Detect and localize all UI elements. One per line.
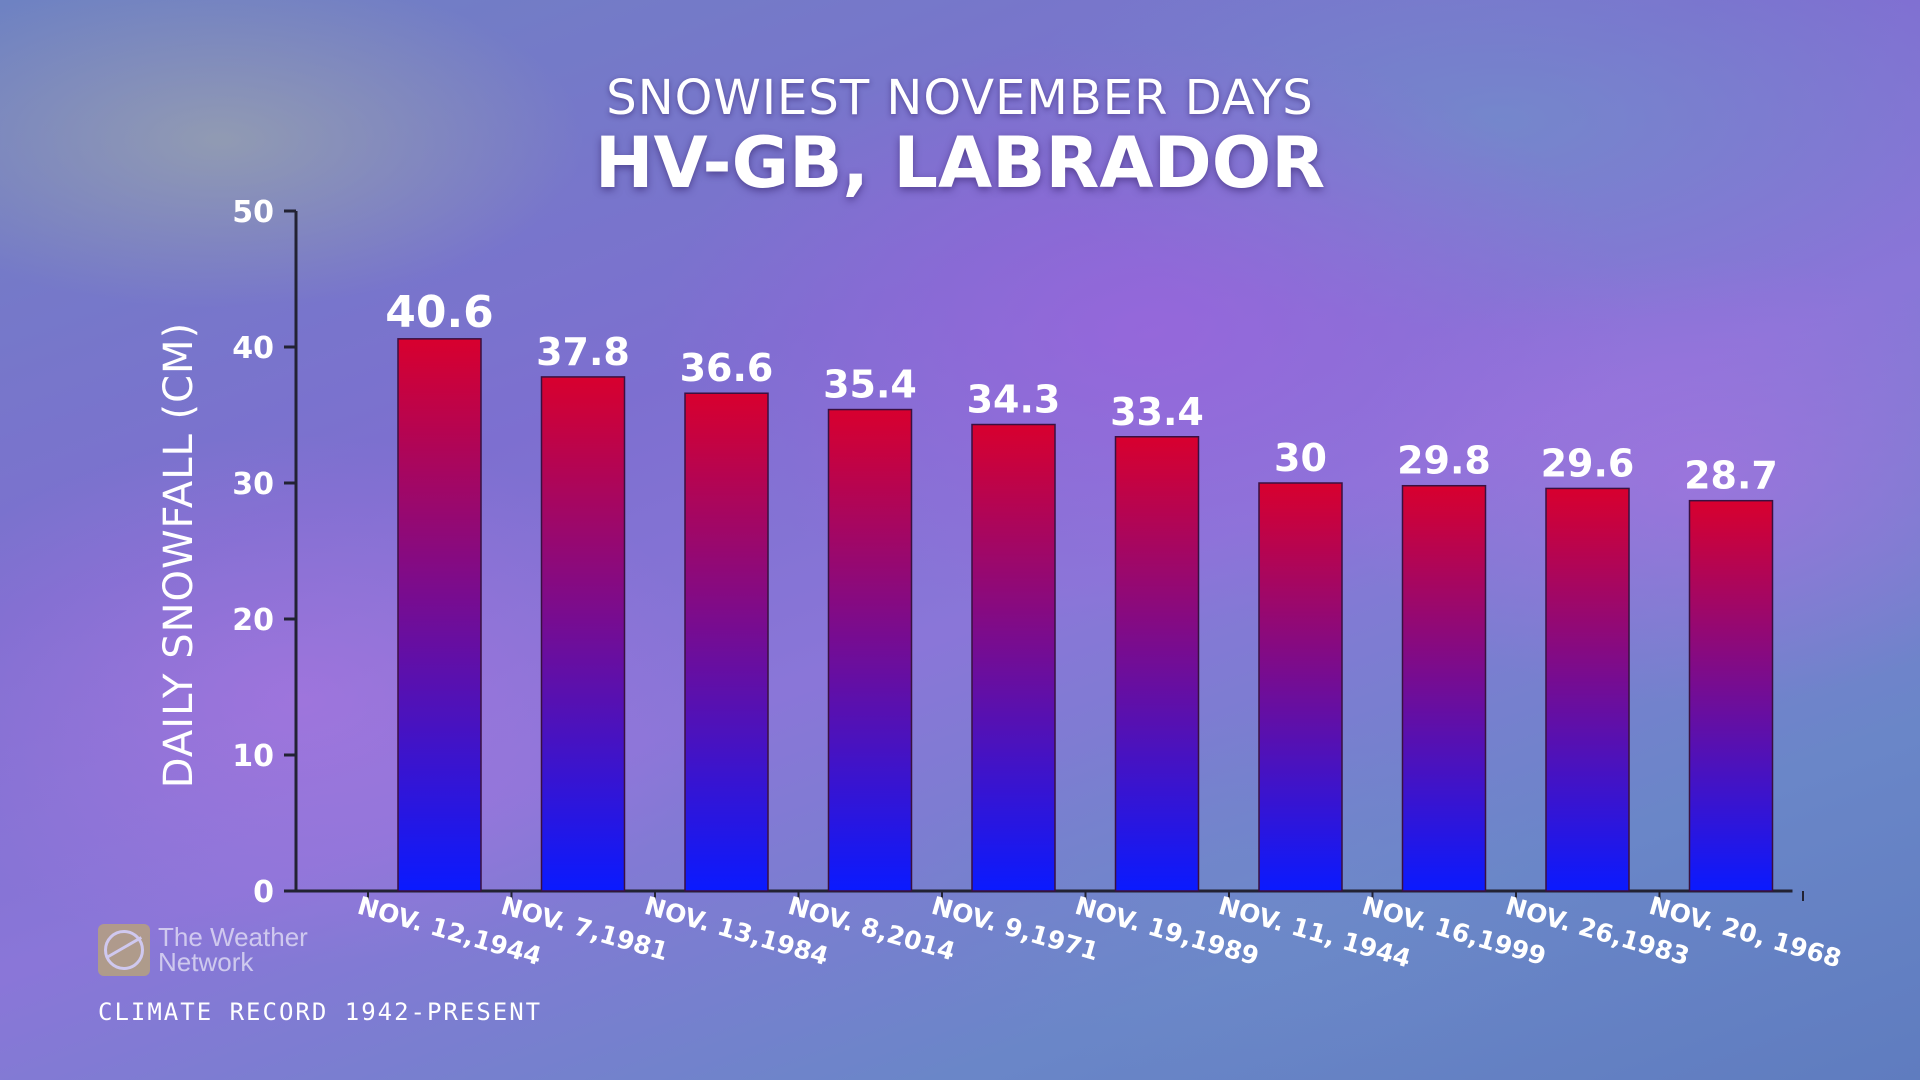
- bar-value-label: 37.8: [536, 330, 630, 374]
- globe-icon: [98, 924, 150, 976]
- y-tick-label: 10: [232, 739, 274, 774]
- climate-record-note: CLIMATE RECORD 1942-PRESENT: [98, 998, 543, 1026]
- bar-value-label: 29.6: [1541, 441, 1635, 485]
- bar: [1114, 436, 1200, 892]
- y-tick-label: 0: [253, 875, 274, 910]
- logo-text: The Weather Network: [158, 922, 308, 977]
- bar-value-label: 33.4: [1110, 390, 1204, 434]
- bar: [540, 376, 626, 892]
- bar: [1401, 484, 1487, 892]
- weather-network-logo: The Weather Network: [98, 922, 358, 978]
- logo-line2: Network: [158, 947, 254, 977]
- bar: [1545, 487, 1630, 892]
- bar: [971, 423, 1056, 892]
- bar-value-label: 40.6: [385, 287, 494, 338]
- bar-value-label: 36.6: [680, 346, 774, 390]
- bar-value-label: 29.8: [1397, 439, 1491, 483]
- y-tick-label: 40: [232, 331, 274, 366]
- bar-value-label: 34.3: [967, 378, 1061, 422]
- bar: [827, 408, 913, 892]
- bar: [1688, 499, 1774, 892]
- bar-value-label: 35.4: [823, 363, 917, 407]
- bar: [1258, 482, 1343, 892]
- chart-subtitle: HV-GB, LABRADOR: [594, 122, 1326, 204]
- chart-bars: [397, 338, 1774, 892]
- y-tick-label: 20: [232, 603, 274, 638]
- bar: [397, 338, 482, 892]
- bar-value-label: 28.7: [1684, 454, 1778, 498]
- bar-value-label: 30: [1274, 436, 1327, 480]
- y-axis-label: DAILY SNOWFALL (CM): [156, 322, 202, 788]
- logo-line1: The Weather: [158, 922, 308, 952]
- y-tick-label: 50: [232, 195, 274, 230]
- bar: [684, 392, 769, 892]
- y-tick-label: 30: [232, 467, 274, 502]
- chart-title: SNOWIEST NOVEMBER DAYS: [606, 70, 1314, 126]
